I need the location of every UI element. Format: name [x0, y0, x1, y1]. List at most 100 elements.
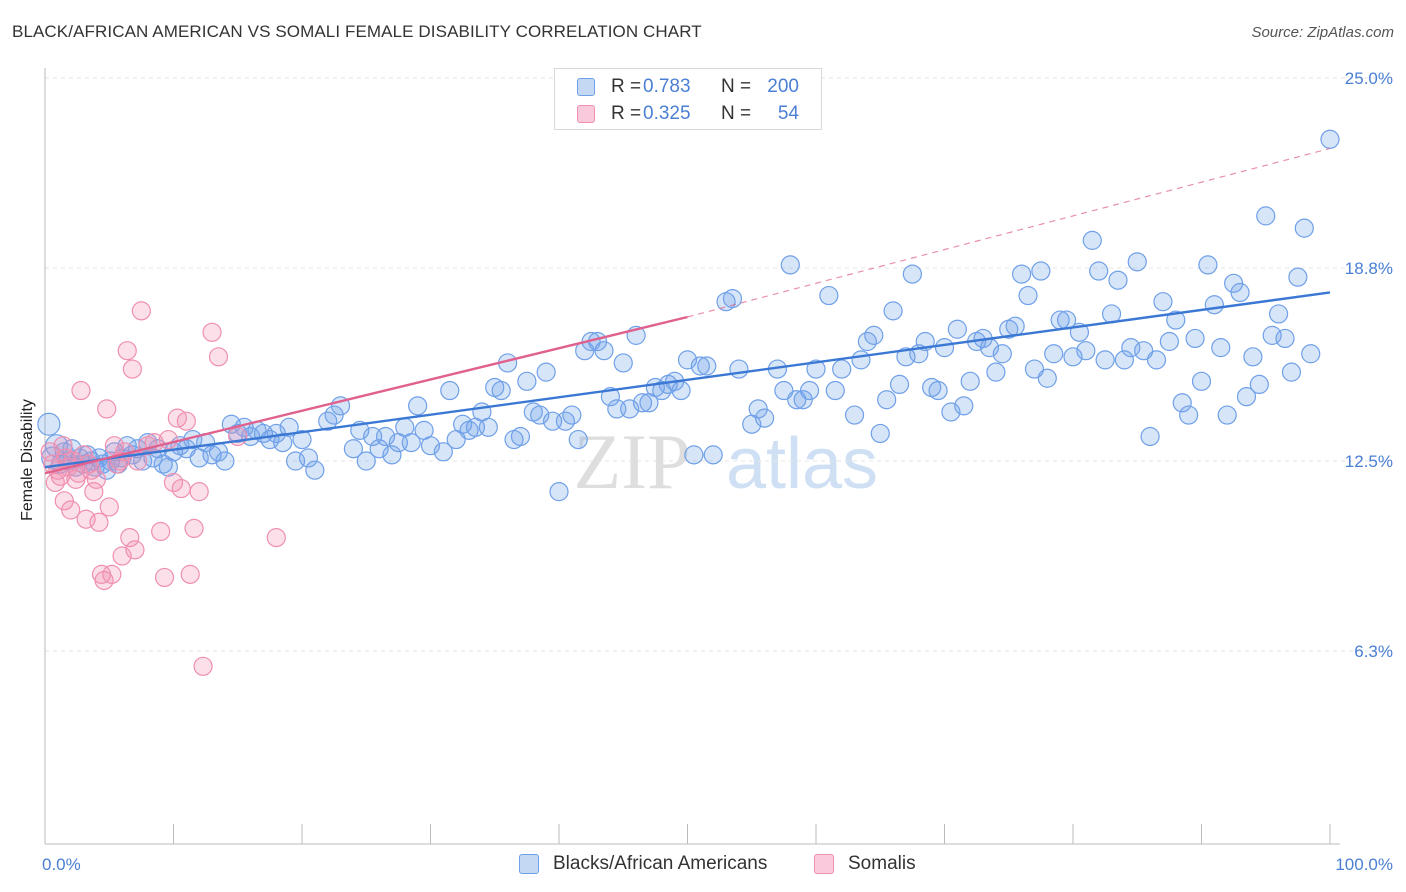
blacks-point [440, 380, 460, 401]
somalis-point [131, 301, 151, 321]
somalis-point [189, 482, 209, 502]
watermark-atlas: atlas [726, 424, 878, 504]
blacks-point [632, 393, 653, 413]
legend-swatch-somalis [814, 854, 834, 874]
somalis-trend-line [44, 315, 688, 475]
blacks-point [1249, 374, 1269, 394]
blacks-point [594, 341, 614, 361]
y-tick-label: 6.3% [1354, 642, 1393, 661]
somalis-point [45, 472, 65, 493]
somalis-trend-extension [687, 147, 1331, 318]
blacks-point [1095, 350, 1115, 370]
y-tick-label: 25.0% [1345, 69, 1393, 88]
somalis-point [84, 482, 104, 502]
blacks-point [1146, 350, 1167, 370]
blacks-point [851, 350, 871, 370]
somalis-point [71, 380, 91, 401]
blacks-point [883, 301, 903, 321]
blacks-point [1089, 261, 1109, 281]
legend-swatch-somalis [577, 105, 595, 123]
legend-swatch-blacks [519, 854, 539, 874]
blacks-point [877, 390, 897, 410]
blacks-point [832, 359, 852, 379]
legend-n-value: 200 [767, 76, 799, 97]
blacks-point [825, 380, 845, 401]
blacks-point [844, 405, 865, 425]
blacks-point [1243, 347, 1263, 367]
blacks-point [902, 264, 922, 284]
source-label: Source: ZipAtlas.com [1251, 24, 1394, 41]
somalis-point [171, 478, 191, 499]
somalis-point [184, 518, 204, 539]
blacks-point [1005, 316, 1025, 336]
somalis-point [99, 497, 119, 517]
blacks-point [1108, 270, 1128, 290]
blacks-point [1191, 371, 1212, 391]
somalis-point [94, 570, 114, 591]
blacks-point [549, 482, 569, 502]
blacks-point [613, 353, 633, 373]
blacks-point [960, 371, 980, 391]
blacks-point [305, 460, 325, 480]
blacks-point [1127, 252, 1147, 272]
blacks-point [780, 255, 800, 275]
blacks-point [1288, 267, 1308, 287]
blacks-point [1198, 255, 1218, 275]
blacks-point [697, 356, 717, 376]
blacks-point [1185, 328, 1205, 349]
blacks-point [703, 445, 723, 465]
legend-label-blacks: Blacks/African Americans [553, 853, 768, 874]
blacks-point [433, 442, 453, 462]
somalis-point [266, 527, 286, 548]
blacks-point [158, 457, 178, 477]
blacks-point [729, 359, 749, 379]
blacks-point [292, 429, 312, 450]
blacks-point [279, 417, 299, 437]
blacks-point [1204, 295, 1224, 315]
blacks-point [1031, 261, 1051, 281]
blacks-point [343, 439, 363, 459]
blacks-point [536, 362, 556, 382]
somalis-point [120, 527, 140, 548]
blacks-point [478, 417, 498, 437]
blacks-point [401, 433, 421, 453]
blacks-point [690, 356, 710, 376]
legend-swatch-blacks [577, 78, 595, 96]
blacks-point [1166, 310, 1186, 330]
somalis-point [154, 567, 175, 588]
legend-r-value: 0.783 [643, 76, 691, 97]
legend-n-label: N = [721, 103, 752, 124]
somalis-point [122, 359, 142, 379]
x-tick-label: 100.0% [1335, 855, 1393, 874]
somalis-point [89, 512, 109, 532]
blacks-point [568, 429, 588, 450]
series-legend: Blacks/African Americans Somalis [0, 852, 1406, 878]
blacks-point [1301, 344, 1321, 364]
blacks-point [889, 374, 910, 394]
blacks-point [517, 371, 537, 391]
blacks-point [408, 396, 428, 416]
somalis-point [61, 500, 81, 520]
somalis-point [53, 436, 73, 456]
blacks-point [1256, 206, 1276, 226]
somalis-point [127, 451, 148, 471]
somalis-point [102, 564, 122, 584]
somalis-point [104, 436, 124, 456]
somalis-point [176, 411, 196, 431]
blacks-point [986, 362, 1006, 382]
blacks-point [298, 448, 319, 468]
blacks-point [947, 319, 967, 339]
somalis-point [117, 341, 137, 361]
blacks-point [1320, 129, 1340, 149]
blacks-point [992, 344, 1012, 364]
blacks-point [1011, 264, 1032, 284]
legend-r-value: 0.325 [643, 103, 691, 124]
blacks-point [1230, 282, 1250, 303]
correlation-legend: R = 0.783 N = 200 R = 0.325 N = 54 [554, 68, 822, 130]
blacks-point [1236, 387, 1257, 407]
blacks-point [1281, 362, 1302, 382]
blacks-point [356, 451, 376, 471]
blacks-trend-line [44, 291, 1331, 469]
blacks-point [1294, 218, 1314, 238]
